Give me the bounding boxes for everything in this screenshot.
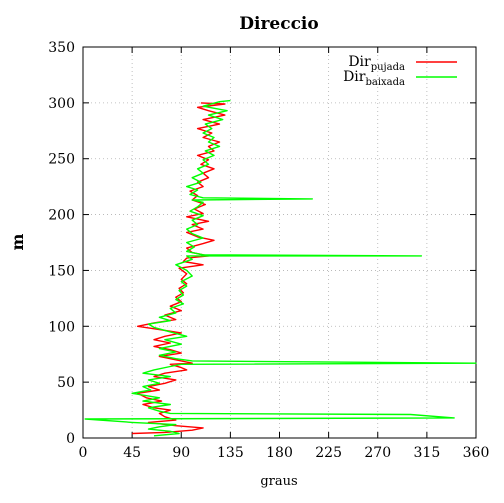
y-tick-label-1: 50 (57, 375, 75, 391)
x-tick-label-2: 90 (172, 445, 190, 461)
series-line-baixada (84, 99, 477, 437)
legend-label-baixada: Dirbaixada (343, 69, 405, 88)
x-tick-label-3: 135 (217, 445, 244, 461)
x-tick-label-7: 315 (414, 445, 441, 461)
x-tick-label-0: 0 (79, 445, 88, 461)
x-tick-label-6: 270 (364, 445, 391, 461)
x-tick-label-8: 360 (463, 445, 490, 461)
series-lines (84, 99, 477, 437)
x-tick-label-4: 180 (266, 445, 293, 461)
x-tick-label-1: 45 (123, 445, 141, 461)
x-tick-label-5: 225 (315, 445, 342, 461)
y-tick-label-2: 100 (48, 319, 75, 335)
y-tick-label-3: 150 (48, 263, 75, 279)
y-axis-label: m (8, 233, 27, 250)
y-tick-label-7: 350 (48, 40, 75, 56)
legend-label-pujada: Dirpujada (348, 54, 405, 73)
axis-ticks: 0 45 90 135 180 225 270 315 360 0 50 100 150 200 250 30… (48, 40, 489, 461)
grid-lines (83, 47, 476, 438)
series-line-pujada (132, 102, 226, 435)
chart-title: Direccio (239, 14, 318, 34)
y-tick-label-0: 0 (66, 431, 75, 447)
y-tick-label-5: 250 (48, 152, 75, 168)
y-tick-label-4: 200 (48, 208, 75, 224)
y-tick-label-6: 300 (48, 96, 75, 112)
x-axis-label: graus (260, 474, 297, 489)
